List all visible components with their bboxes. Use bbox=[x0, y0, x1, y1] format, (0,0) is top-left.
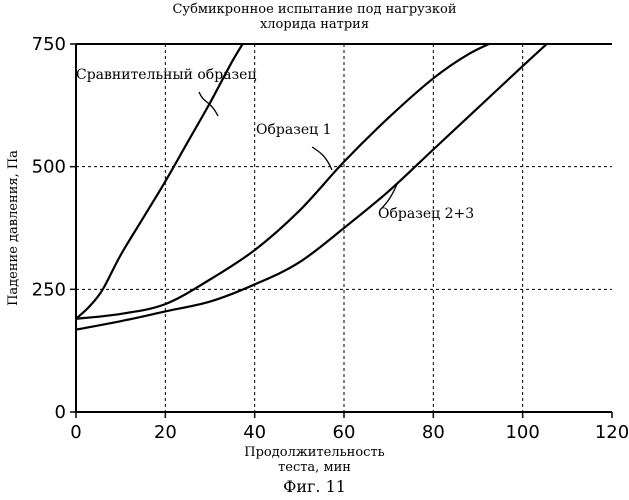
series-annotation-1: Сравнительный образец bbox=[76, 67, 256, 83]
annotation-layer: Сравнительный образец Образец 1 Образец 2+… bbox=[76, 67, 474, 222]
series-annotation-2: Образец 1 bbox=[256, 122, 332, 138]
x-axis-label-line-2: теста, мин bbox=[0, 460, 629, 475]
y-tick-label: 0 bbox=[55, 402, 66, 423]
x-tick-label: 40 bbox=[243, 422, 266, 443]
x-tick-label: 20 bbox=[154, 422, 177, 443]
series-annotation-3: Образец 2+3 bbox=[378, 206, 474, 222]
x-tick-label: 80 bbox=[422, 422, 445, 443]
y-tick-label: 250 bbox=[32, 279, 66, 300]
figure-caption: Фиг. 11 bbox=[0, 478, 629, 496]
x-tick-label: 0 bbox=[70, 422, 81, 443]
x-tick-label: 120 bbox=[595, 422, 629, 443]
y-tick-label: 500 bbox=[32, 157, 66, 178]
y-axis-label: Падение давления, Па bbox=[6, 150, 21, 306]
y-tick-label: 750 bbox=[32, 34, 66, 55]
x-axis-label: Продолжительность теста, мин bbox=[0, 445, 629, 475]
x-axis-label-line-1: Продолжительность bbox=[0, 445, 629, 460]
series-line-3 bbox=[76, 42, 550, 330]
x-tick-label: 100 bbox=[505, 422, 539, 443]
axes-layer: 0 20 40 60 80 100 120 0 250 500 750 Падение давлени… bbox=[6, 34, 629, 443]
x-tick-label: 60 bbox=[333, 422, 356, 443]
